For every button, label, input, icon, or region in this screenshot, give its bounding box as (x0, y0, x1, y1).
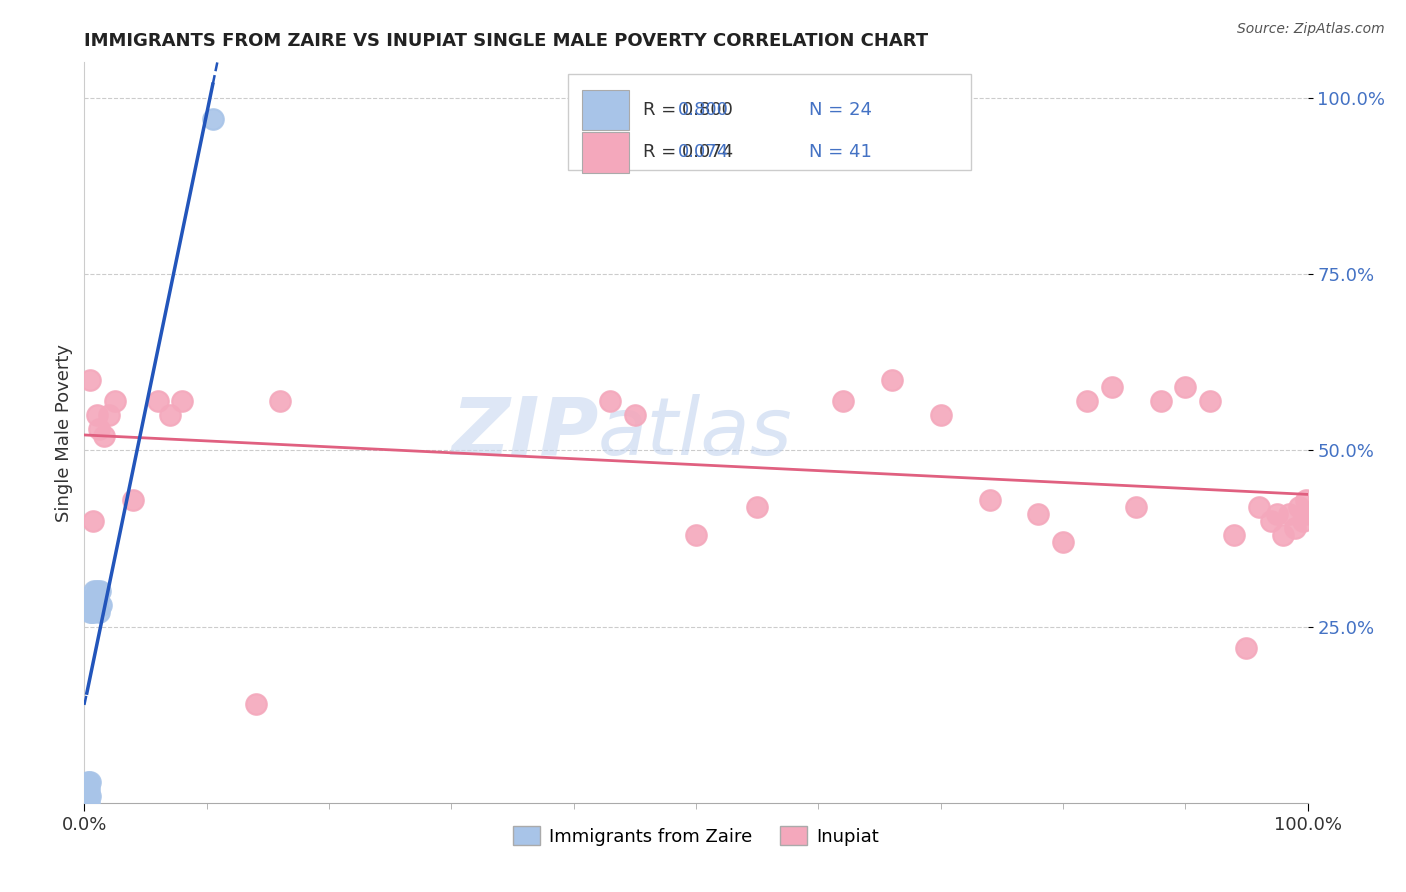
Text: IMMIGRANTS FROM ZAIRE VS INUPIAT SINGLE MALE POVERTY CORRELATION CHART: IMMIGRANTS FROM ZAIRE VS INUPIAT SINGLE … (84, 32, 928, 50)
Point (97, 408, 120, 422)
FancyBboxPatch shape (568, 73, 972, 169)
Point (77, 796, 100, 810)
Y-axis label: Single Male Poverty: Single Male Poverty (55, 343, 73, 522)
Point (77, 774, 100, 789)
Text: ZIP: ZIP (451, 393, 598, 472)
Point (1236, 640, 1258, 655)
Point (82, 514, 104, 528)
Point (1294, 507, 1316, 521)
Point (86, 599, 108, 613)
Point (104, 393, 127, 408)
Point (1292, 514, 1315, 528)
Point (1223, 528, 1246, 542)
Point (80, 606, 103, 620)
Point (87, 422, 110, 436)
Point (245, 697, 267, 711)
Point (122, 492, 145, 507)
Point (1174, 380, 1197, 394)
Point (80, 599, 103, 613)
Point (880, 373, 903, 387)
Point (82, 606, 104, 620)
Point (1150, 393, 1173, 408)
Point (93, 429, 115, 443)
Point (84, 591, 107, 606)
Point (1295, 492, 1317, 507)
Text: R = 0.800: R = 0.800 (644, 101, 734, 120)
Point (83, 584, 105, 599)
Point (1284, 521, 1306, 535)
Text: R = 0.074: R = 0.074 (644, 144, 734, 161)
Point (1265, 507, 1288, 521)
Text: atlas: atlas (598, 393, 793, 472)
Point (1272, 528, 1295, 542)
Point (269, 393, 291, 408)
FancyBboxPatch shape (582, 90, 628, 130)
Point (1076, 393, 1098, 408)
Point (1278, 507, 1301, 521)
Legend: Immigrants from Zaire, Inupiat: Immigrants from Zaire, Inupiat (506, 819, 886, 853)
Point (77, 781, 100, 796)
Point (82, 591, 104, 606)
Point (831, 393, 853, 408)
Point (77, 789, 100, 803)
Point (86, 584, 108, 599)
Point (979, 492, 1001, 507)
FancyBboxPatch shape (582, 132, 628, 173)
Point (87, 591, 110, 606)
Point (201, 112, 224, 126)
Point (87, 606, 110, 620)
Point (76, 781, 98, 796)
Point (599, 393, 621, 408)
Point (1288, 500, 1310, 514)
Point (624, 408, 647, 422)
Text: N = 24: N = 24 (808, 101, 872, 120)
Point (1198, 393, 1220, 408)
Point (747, 500, 769, 514)
Text: 0.800: 0.800 (678, 101, 728, 120)
Point (1052, 535, 1074, 549)
Point (79, 373, 101, 387)
Text: N = 41: N = 41 (808, 144, 872, 161)
Point (79, 606, 101, 620)
Point (83, 599, 105, 613)
Point (79, 774, 101, 789)
Point (159, 408, 181, 422)
Point (82, 599, 104, 613)
Point (1260, 514, 1282, 528)
Point (929, 408, 952, 422)
Point (1247, 500, 1270, 514)
Point (1125, 500, 1147, 514)
Point (685, 528, 707, 542)
Point (1028, 507, 1050, 521)
Text: Source: ZipAtlas.com: Source: ZipAtlas.com (1237, 22, 1385, 37)
Text: 0.074: 0.074 (678, 144, 728, 161)
Point (84, 599, 107, 613)
Point (89, 584, 111, 599)
Point (146, 393, 169, 408)
Point (86, 408, 108, 422)
Point (90, 599, 112, 613)
Point (172, 393, 194, 408)
Point (1101, 380, 1123, 394)
Point (79, 789, 101, 803)
